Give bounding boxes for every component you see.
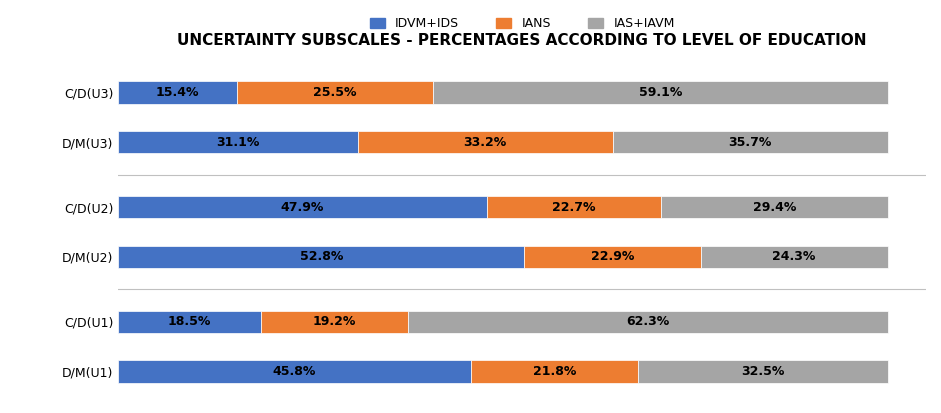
Text: 24.3%: 24.3% [773,250,816,263]
Legend: IDVM+IDS, IANS, IAS+IAVM: IDVM+IDS, IANS, IAS+IAVM [365,12,679,36]
Bar [524,246,701,268]
Bar [119,131,358,153]
Bar [613,131,887,153]
Bar [358,131,613,153]
Text: 15.4%: 15.4% [156,86,199,99]
Bar [119,196,486,218]
Text: 22.7%: 22.7% [552,201,596,214]
Bar [470,361,638,383]
Text: 18.5%: 18.5% [167,315,211,328]
Bar [662,196,887,218]
Bar [119,361,470,383]
Text: 35.7%: 35.7% [728,136,772,149]
Bar [119,311,261,333]
Bar [119,81,237,104]
Bar [261,311,408,333]
Text: 62.3%: 62.3% [627,315,670,328]
Text: 25.5%: 25.5% [313,86,357,99]
Text: 52.8%: 52.8% [299,250,343,263]
Text: 32.5%: 32.5% [742,365,785,378]
Bar [433,81,887,104]
Bar [486,196,662,218]
Text: 31.1%: 31.1% [216,136,260,149]
Text: 19.2%: 19.2% [312,315,356,328]
Title: UNCERTAINTY SUBSCALES - PERCENTAGES ACCORDING TO LEVEL OF EDUCATION: UNCERTAINTY SUBSCALES - PERCENTAGES ACCO… [178,33,867,48]
Text: 47.9%: 47.9% [280,201,325,214]
Bar [119,246,524,268]
Text: 45.8%: 45.8% [273,365,316,378]
Text: 22.9%: 22.9% [591,250,634,263]
Text: 29.4%: 29.4% [753,201,796,214]
Bar [638,361,888,383]
Bar [237,81,433,104]
Text: 59.1%: 59.1% [639,86,682,99]
Text: 21.8%: 21.8% [533,365,576,378]
Bar [701,246,887,268]
Text: 33.2%: 33.2% [464,136,507,149]
Bar [408,311,887,333]
